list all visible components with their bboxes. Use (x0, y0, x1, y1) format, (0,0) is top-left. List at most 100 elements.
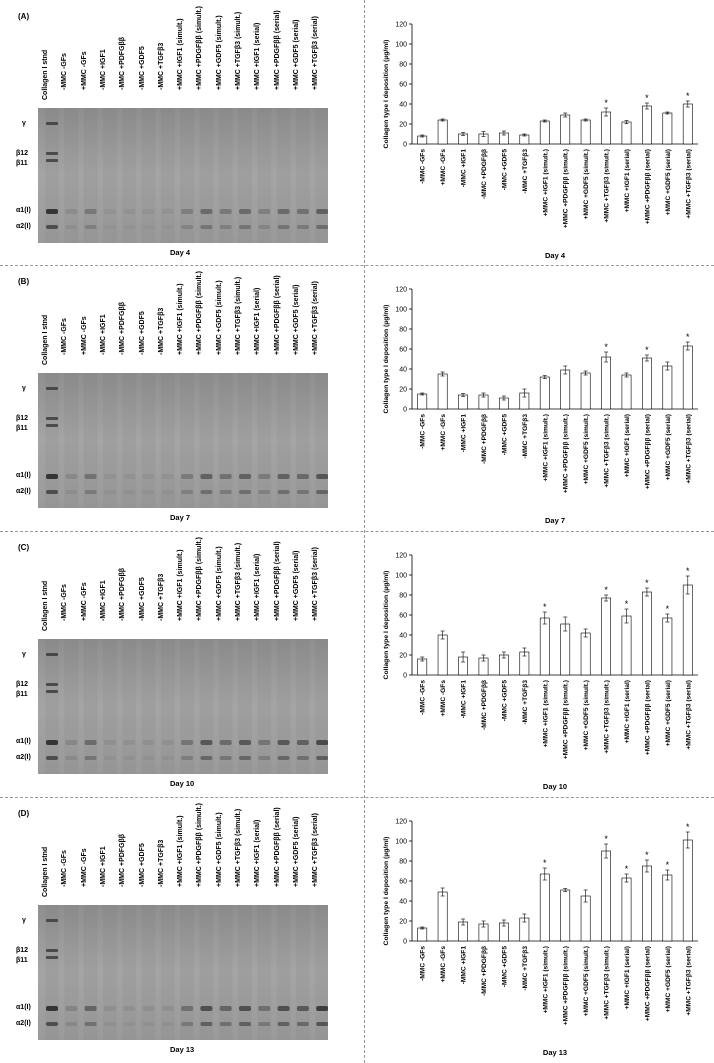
y-tick-label: 80 (399, 62, 407, 69)
gel-lane (277, 108, 291, 243)
x-tick-label: +MMC +IGF1 (serial) (624, 946, 631, 1009)
gel-band-alpha1 (46, 740, 58, 745)
gel-lane (64, 639, 78, 774)
gel-band-alpha2 (84, 225, 97, 229)
lane-label: -MMC +IGF1 (99, 580, 107, 621)
y-tick-label: 100 (395, 42, 407, 49)
gel-lane (45, 639, 59, 774)
gel-band-alpha1 (84, 474, 97, 479)
gel-lane (315, 905, 328, 1040)
gel-band-beta12 (46, 949, 58, 952)
gel-band-gamma (46, 653, 58, 656)
lane-label: +MMC +PDGFββ (serial) (273, 541, 281, 621)
x-tick-label: +MMC +PDGFββ (serial) (644, 414, 651, 489)
lane-label: +MMC +GDF5 (simult.) (215, 812, 223, 887)
gel-band-beta12 (46, 152, 58, 155)
gel-band-alpha1 (84, 740, 97, 745)
gel-lane (257, 108, 271, 243)
gel-lane (103, 108, 117, 243)
gel-band-alpha1 (258, 1006, 271, 1011)
horizontal-separator (0, 531, 714, 532)
bar (580, 632, 591, 676)
bar (437, 891, 448, 942)
lane-label: +MMC +IGF1 (serial) (254, 22, 262, 90)
gel-band-alpha1 (200, 209, 213, 214)
lane-label: -MMC +PDFGββ (119, 36, 127, 90)
x-tick-label: +MMC +IGF1 (serial) (624, 680, 631, 743)
significance-marker: * (604, 342, 608, 352)
x-tick-label: -MMC +GDF5 (501, 946, 508, 988)
band-label: α1(I) (16, 738, 31, 745)
x-tick-label: -MMC -GFs (420, 946, 427, 981)
bar (621, 121, 632, 145)
bar (560, 889, 571, 942)
gel-band-alpha1 (296, 740, 309, 745)
bar (662, 874, 673, 942)
gel-band-alpha2 (258, 225, 271, 229)
gel-band-alpha2 (181, 490, 194, 494)
bar (621, 374, 632, 410)
x-tick-label: -MMC -GFs (420, 680, 427, 715)
gel-lane (315, 108, 328, 243)
gel-band-alpha2 (296, 1022, 309, 1026)
bar (662, 112, 673, 145)
gel-band-alpha2 (181, 1022, 194, 1026)
bar (560, 114, 571, 145)
bar-chart: 0 20 40 60 80 100 120 Collagen type I depositio… (383, 22, 698, 260)
bar (417, 927, 428, 942)
bar (458, 394, 468, 410)
gel-band-alpha2 (161, 1022, 174, 1026)
lane-label: +MMC +GDF5 (serial) (292, 19, 300, 90)
gel-band-gamma (46, 122, 58, 125)
bar (621, 615, 632, 676)
bar (601, 356, 611, 410)
gel-lane (122, 108, 136, 243)
gel-band-alpha2 (65, 490, 78, 494)
gel-band-alpha1 (65, 474, 78, 479)
x-tick-label: +MMC +GDF5 (serial) (665, 149, 672, 215)
gel-lane (257, 373, 271, 508)
lane-label: -MMC -GFs (61, 318, 69, 355)
gel-lane (45, 905, 59, 1040)
x-tick-label: +MMC +IGF1 (simult.) (542, 149, 549, 216)
gel-lane (296, 639, 310, 774)
band-label: α1(I) (16, 207, 31, 214)
significance-marker: * (686, 822, 690, 832)
gel-band-alpha1 (142, 1006, 155, 1011)
gel-band-alpha2 (123, 225, 136, 229)
band-label: β12 (16, 947, 29, 954)
significance-marker: * (666, 604, 670, 614)
gel-band-alpha2 (200, 490, 213, 494)
lane-label: -MMC +PDFGββ (119, 833, 127, 887)
bar (539, 873, 550, 942)
gel-band-alpha1 (219, 209, 232, 214)
gel-lane (199, 373, 213, 508)
gel-band-alpha1 (123, 1006, 136, 1011)
lane-label: +MMC +PDGFββ (serial) (273, 275, 281, 355)
gel-band-alpha1 (84, 209, 97, 214)
lane-label: -MMC +TGFβ3 (157, 42, 165, 90)
lane-label: -MMC +TGFβ3 (157, 573, 165, 621)
panel-b: (B) Collagen I stnd -MMC -GFs +MMC -GFs -MMC… (0, 265, 714, 530)
lane-label: +MMC +IGF1 (simult.) (177, 283, 185, 355)
gel-band-alpha2 (316, 756, 328, 760)
band-label: γ (22, 917, 26, 924)
lane-label: -MMC +TGFβ3 (157, 839, 165, 887)
gel-lane (142, 639, 156, 774)
gel-lane (180, 108, 194, 243)
x-axis-label: Day 4 (545, 251, 566, 260)
lane-label: +MMC +IGF1 (serial) (254, 287, 262, 355)
significance-marker: * (543, 858, 547, 868)
y-tick-label: 120 (395, 819, 407, 826)
y-tick-label: 80 (399, 327, 407, 334)
gel-band-alpha2 (258, 1022, 271, 1026)
gel-lane (142, 108, 156, 243)
bar (662, 365, 673, 410)
gel-band-alpha2 (161, 756, 174, 760)
x-tick-label: +MMC +PDGFββ (serial) (644, 149, 651, 224)
gel-band-alpha1 (123, 474, 136, 479)
gel-band-alpha2 (296, 756, 309, 760)
gel-lane (64, 905, 78, 1040)
gel-band-alpha1 (161, 474, 174, 479)
gel-lane (45, 108, 59, 243)
